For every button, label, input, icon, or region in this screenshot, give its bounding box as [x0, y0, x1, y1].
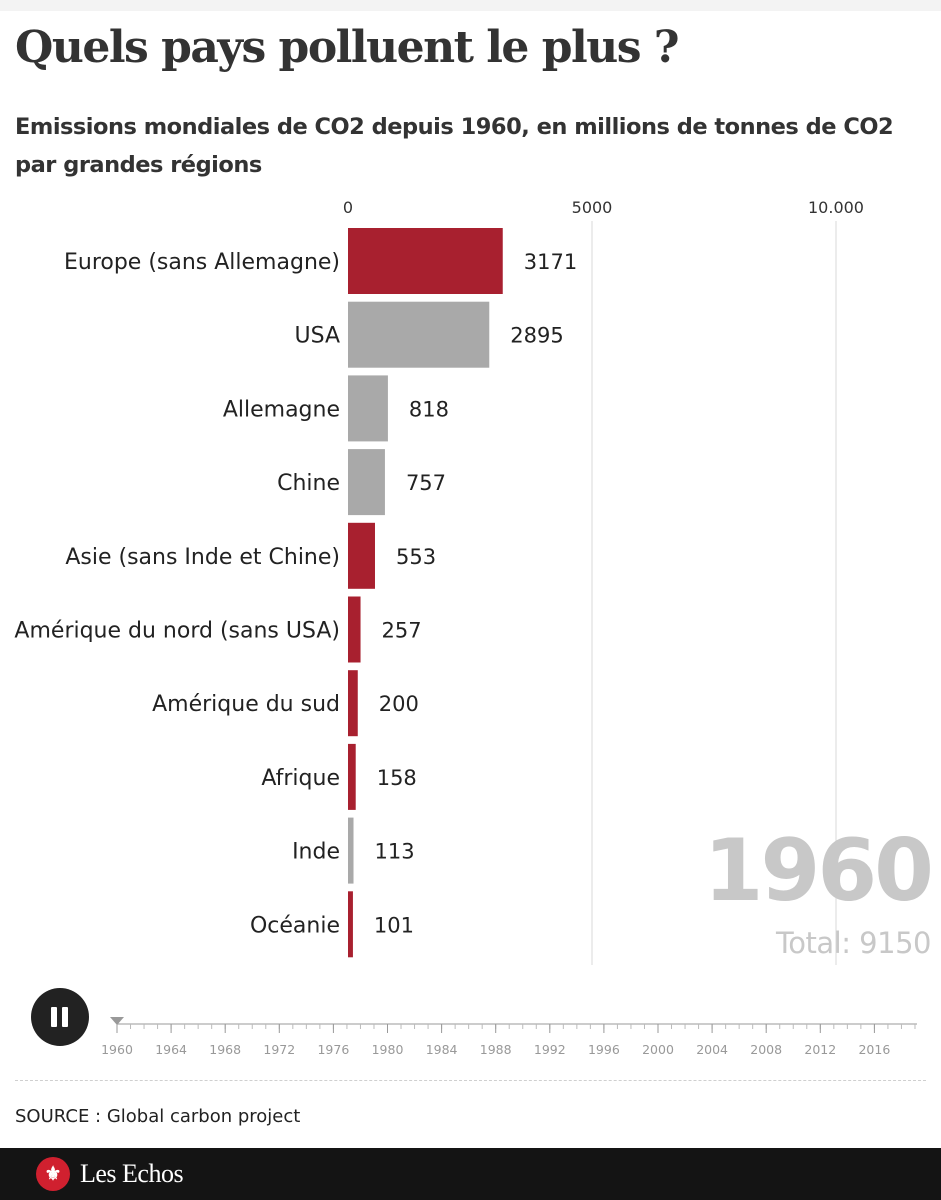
- timeline-year-label: 1980: [372, 1042, 404, 1057]
- bar: [348, 891, 353, 958]
- les-echos-logo-icon: ⚜: [36, 1157, 70, 1191]
- top-strip: [0, 0, 941, 11]
- timeline-year-label: 1992: [534, 1042, 566, 1057]
- timeline-year-label: 1964: [155, 1042, 187, 1057]
- source-note: SOURCE : Global carbon project: [15, 1106, 301, 1127]
- timeline-year-label: 2016: [858, 1042, 890, 1057]
- total-emissions-label: Total: 9150: [775, 926, 932, 960]
- timeline-year-label: 2000: [642, 1042, 674, 1057]
- timeline-year-label: 2008: [750, 1042, 782, 1057]
- timeline-handle[interactable]: [110, 1017, 124, 1025]
- category-label: Océanie: [250, 913, 340, 938]
- x-tick-label: 0: [343, 198, 353, 217]
- timeline-year-label: 1984: [426, 1042, 458, 1057]
- value-label: 553: [396, 545, 436, 569]
- x-tick-label: 5000: [572, 198, 613, 217]
- timeline-year-label: 1972: [263, 1042, 295, 1057]
- value-label: 757: [406, 471, 446, 495]
- bar: [348, 670, 358, 737]
- value-label: 2895: [510, 324, 563, 348]
- category-label: Amérique du nord (sans USA): [14, 619, 340, 644]
- timeline-year-label: 1996: [588, 1042, 620, 1057]
- page-title: Quels pays polluent le plus ?: [15, 22, 680, 73]
- bar: [348, 375, 388, 442]
- brand-name: Les Echos: [80, 1159, 184, 1188]
- timeline-year-label: 1960: [101, 1042, 133, 1057]
- chart-subtitle: Emissions mondiales de CO2 depuis 1960, …: [15, 114, 894, 178]
- year-timeline[interactable]: 1960 1964 1968 1972 1976 1980 1984 1988 1992 1996…: [100, 1010, 920, 1060]
- category-label: Amérique du sud: [152, 692, 340, 717]
- value-label: 818: [409, 397, 449, 421]
- timeline-year-label: 1988: [480, 1042, 512, 1057]
- timeline-year-label: 1968: [209, 1042, 241, 1057]
- value-label: 113: [375, 840, 415, 864]
- current-year-display: 1960: [703, 821, 934, 921]
- category-label: Asie (sans Inde et Chine): [65, 545, 340, 570]
- category-label: Chine: [277, 471, 340, 496]
- bar: [348, 817, 354, 884]
- pause-button[interactable]: [31, 988, 89, 1046]
- pause-icon-bar: [62, 1007, 68, 1027]
- value-label: 257: [382, 619, 422, 643]
- timeline-year-label: 1976: [317, 1042, 349, 1057]
- bar: [348, 449, 385, 516]
- bar: [348, 228, 503, 294]
- footer-bar: ⚜ Les Echos: [0, 1148, 941, 1200]
- bar: [348, 522, 375, 589]
- x-tick-label: 10.000: [808, 198, 864, 217]
- category-label: Inde: [292, 840, 340, 865]
- category-label: Afrique: [261, 766, 340, 791]
- bar-chart: 0 5000 10.000 Europe (sans Allemagne) 3171 US…: [14, 198, 864, 965]
- bar: [348, 301, 490, 368]
- category-label: Allemagne: [223, 397, 340, 422]
- category-label: USA: [294, 324, 340, 349]
- divider: [15, 1080, 926, 1081]
- timeline-year-label: 2004: [696, 1042, 728, 1057]
- pause-icon: [51, 1007, 57, 1027]
- value-label: 3171: [524, 250, 577, 274]
- value-label: 158: [377, 766, 417, 790]
- bar: [348, 596, 361, 663]
- value-label: 200: [379, 692, 419, 716]
- timeline-year-label: 2012: [804, 1042, 836, 1057]
- bar: [348, 743, 356, 810]
- value-label: 101: [374, 913, 414, 937]
- category-label: Europe (sans Allemagne): [64, 250, 340, 275]
